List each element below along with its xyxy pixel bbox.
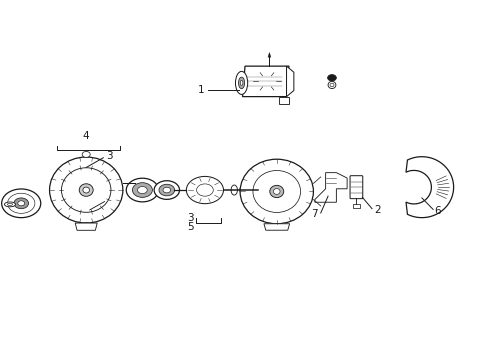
Ellipse shape bbox=[270, 185, 284, 198]
Text: 7: 7 bbox=[311, 210, 318, 220]
Ellipse shape bbox=[273, 189, 280, 194]
Text: 2: 2 bbox=[374, 205, 381, 215]
Polygon shape bbox=[243, 66, 289, 96]
Text: 3: 3 bbox=[106, 151, 112, 161]
Text: 5: 5 bbox=[187, 222, 194, 231]
Polygon shape bbox=[279, 96, 289, 104]
Bar bbox=[353, 204, 360, 208]
Ellipse shape bbox=[240, 159, 314, 224]
Polygon shape bbox=[315, 173, 347, 202]
Circle shape bbox=[154, 181, 179, 199]
Ellipse shape bbox=[240, 80, 243, 85]
Text: 6: 6 bbox=[435, 206, 441, 216]
Polygon shape bbox=[264, 224, 290, 230]
Text: 3: 3 bbox=[187, 213, 194, 222]
Ellipse shape bbox=[240, 185, 246, 194]
Circle shape bbox=[132, 183, 152, 197]
Ellipse shape bbox=[82, 223, 90, 229]
Circle shape bbox=[159, 184, 175, 196]
Ellipse shape bbox=[236, 71, 247, 94]
Circle shape bbox=[328, 75, 336, 81]
Polygon shape bbox=[406, 157, 454, 217]
Polygon shape bbox=[287, 66, 294, 96]
Ellipse shape bbox=[83, 187, 90, 193]
Ellipse shape bbox=[1, 189, 41, 218]
Circle shape bbox=[163, 187, 171, 193]
Polygon shape bbox=[75, 223, 97, 230]
Ellipse shape bbox=[82, 152, 90, 157]
Ellipse shape bbox=[186, 176, 223, 204]
Ellipse shape bbox=[4, 202, 16, 207]
Circle shape bbox=[126, 178, 159, 202]
Ellipse shape bbox=[79, 184, 93, 196]
Circle shape bbox=[138, 186, 147, 194]
FancyBboxPatch shape bbox=[350, 176, 363, 199]
Ellipse shape bbox=[231, 185, 238, 195]
Polygon shape bbox=[268, 53, 271, 57]
Ellipse shape bbox=[49, 157, 123, 223]
Ellipse shape bbox=[18, 201, 24, 206]
Text: 4: 4 bbox=[83, 131, 90, 141]
Ellipse shape bbox=[14, 198, 28, 209]
Ellipse shape bbox=[328, 81, 336, 89]
Text: 1: 1 bbox=[198, 85, 205, 95]
Ellipse shape bbox=[239, 77, 245, 89]
